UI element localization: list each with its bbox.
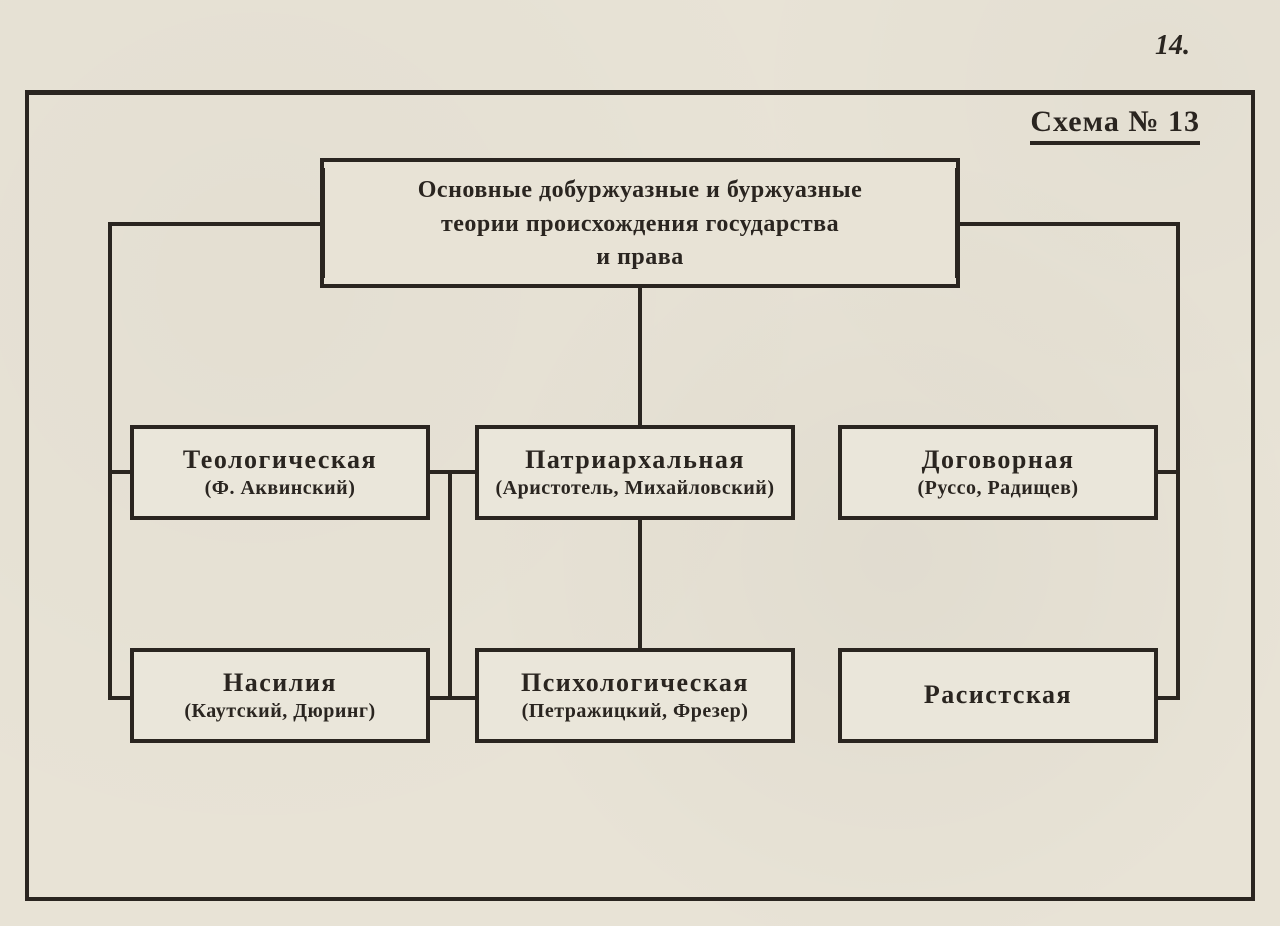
- theory-title: Теологическая: [183, 445, 377, 475]
- title-line3: и права: [344, 241, 936, 275]
- connector: [638, 288, 642, 425]
- theory-theological: Теологическая (Ф. Аквинский): [130, 425, 430, 520]
- connector: [448, 696, 475, 700]
- connector: [1158, 696, 1180, 700]
- connector: [448, 470, 475, 474]
- theory-title: Расистская: [924, 680, 1072, 710]
- title-text: Основные добуржуазные и буржуазные теори…: [324, 162, 956, 287]
- connector: [1158, 470, 1180, 474]
- theory-title: Психологическая: [521, 668, 749, 698]
- theory-title: Насилия: [223, 668, 337, 698]
- theory-psychological: Психологическая (Петражицкий, Фрезер): [475, 648, 795, 743]
- connector: [638, 520, 642, 648]
- title-line1: Основные добуржуазные и буржуазные: [344, 174, 936, 208]
- theory-patriarchal: Патриархальная (Аристотель, Михайловский…: [475, 425, 795, 520]
- theory-title: Договорная: [922, 445, 1075, 475]
- page-number: 14.: [1155, 30, 1190, 62]
- theory-sub: (Петражицкий, Фрезер): [522, 700, 749, 723]
- theory-sub: (Аристотель, Михайловский): [496, 477, 775, 500]
- connector: [430, 470, 452, 474]
- theory-sub: (Каутский, Дюринг): [184, 700, 375, 723]
- connector: [430, 696, 452, 700]
- title-decor-right: [955, 168, 959, 278]
- scheme-label: Схема № 13: [1030, 105, 1200, 145]
- theory-title: Патриархальная: [525, 445, 745, 475]
- theory-contractual: Договорная (Руссо, Радищев): [838, 425, 1158, 520]
- theory-sub: (Ф. Аквинский): [205, 477, 356, 500]
- connector: [108, 222, 112, 700]
- theory-violence: Насилия (Каутский, Дюринг): [130, 648, 430, 743]
- connector: [108, 470, 130, 474]
- theory-racist: Расистская: [838, 648, 1158, 743]
- connector: [1176, 222, 1180, 700]
- connector: [960, 222, 1180, 226]
- connector: [108, 222, 320, 226]
- connector: [108, 696, 130, 700]
- theory-sub: (Руссо, Радищев): [917, 477, 1078, 500]
- title-box: Основные добуржуазные и буржуазные теори…: [320, 158, 960, 288]
- title-decor-left: [321, 168, 325, 278]
- connector: [448, 470, 452, 700]
- title-line2: теории происхождения государства: [344, 208, 936, 242]
